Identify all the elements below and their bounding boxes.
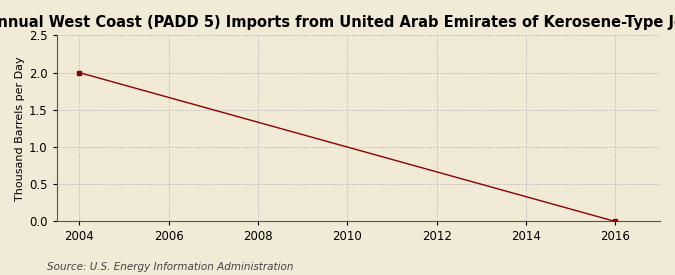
Title: Annual West Coast (PADD 5) Imports from United Arab Emirates of Kerosene-Type Je: Annual West Coast (PADD 5) Imports from … bbox=[0, 15, 675, 30]
Text: Source: U.S. Energy Information Administration: Source: U.S. Energy Information Administ… bbox=[47, 262, 294, 272]
Y-axis label: Thousand Barrels per Day: Thousand Barrels per Day bbox=[15, 56, 25, 201]
